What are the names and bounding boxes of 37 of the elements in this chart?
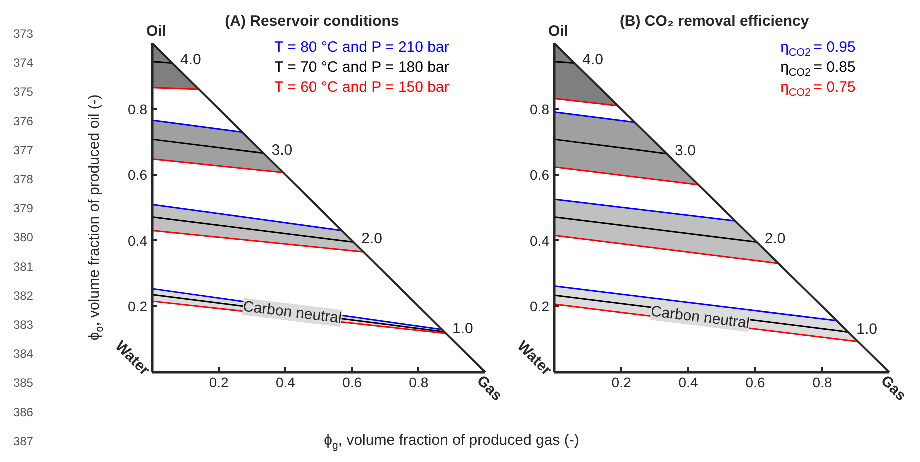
- y-tick-label: 0.2: [128, 298, 148, 315]
- text: T = 60 °C and P = 150 bar: [274, 79, 450, 96]
- y-tick-label: 0.8: [530, 101, 550, 118]
- annotation: 1.0: [856, 320, 878, 338]
- x-tick-label: 0.2: [209, 374, 230, 390]
- annotation: 2.0: [764, 230, 786, 248]
- annotation: 4.0: [582, 52, 604, 69]
- y-tick-label: 0.6: [128, 167, 148, 184]
- text: 373 374 375 376 377 378 379 380 381 382 383 384 385 386 387: [13, 27, 34, 448]
- x-tick-label: 0.2: [612, 374, 632, 390]
- annotation: 3.0: [272, 142, 293, 159]
- annotation: Oil: [146, 23, 166, 40]
- chart-title: (B) CO₂ removal efficiency: [620, 13, 810, 30]
- annotation: 2.0: [362, 230, 382, 248]
- x-tick-label: 0.4: [678, 374, 698, 390]
- chart-title: (A) Reservoir conditions: [225, 13, 400, 30]
- x-tick-label: 0.4: [276, 374, 296, 390]
- x-tick-label: 0.8: [409, 374, 429, 390]
- text: T = 70 °C and P = 180 bar: [274, 59, 450, 76]
- annotation: Gas: [877, 372, 910, 405]
- x-tick-label: 0.6: [746, 374, 766, 390]
- x-tick-label: 0.8: [812, 374, 832, 390]
- y-tick-label: 0.4: [128, 232, 148, 249]
- annotation: 1.0: [452, 320, 474, 338]
- annotation: Carbon neutral: [242, 298, 343, 328]
- x-tick-label: 0.6: [342, 374, 362, 390]
- y-tick-label: 0.2: [530, 298, 550, 315]
- y-axis-title: ϕo, volume fraction of produced oil (-): [86, 94, 106, 341]
- y-tick-label: 0.4: [530, 232, 550, 249]
- y-tick-label: 0.6: [530, 167, 550, 184]
- annotation: 3.0: [675, 142, 696, 160]
- y-tick-label: 0.8: [128, 101, 148, 118]
- annotation: Oil: [548, 23, 568, 40]
- text: T = 80 °C and P = 210 bar: [274, 39, 450, 56]
- annotation: 4.0: [180, 52, 202, 69]
- annotation: Carbon neutral: [650, 303, 751, 332]
- annotation: Gas: [473, 372, 506, 405]
